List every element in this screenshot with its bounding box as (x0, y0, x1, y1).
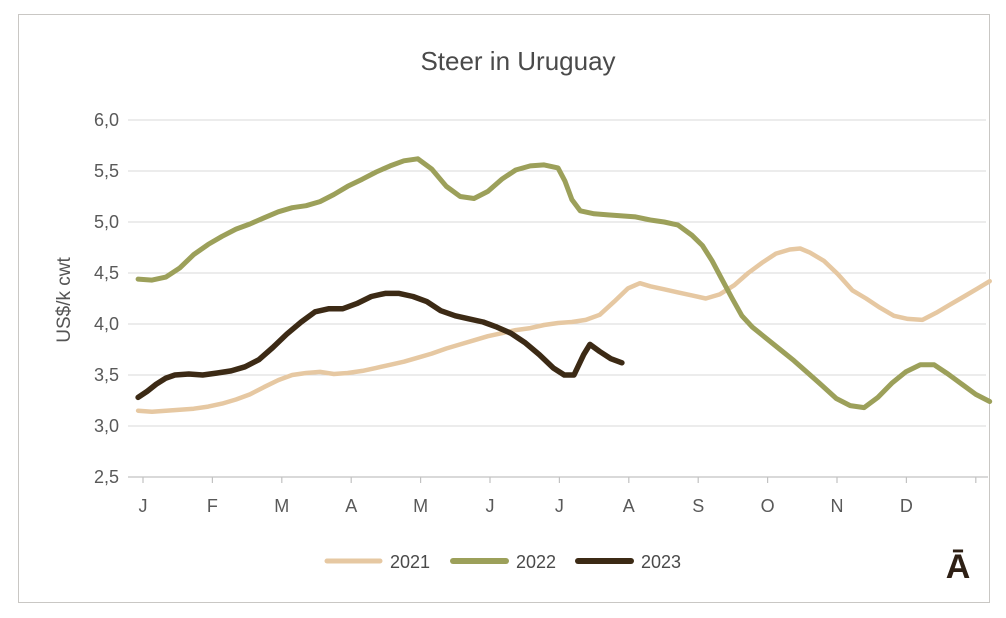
annotation-a-macron: Ā (946, 548, 971, 586)
x-axis (128, 476, 988, 483)
y-tick-label: 3,5 (94, 365, 119, 385)
y-tick-label: 2,5 (94, 467, 119, 487)
legend-label: 2023 (641, 552, 681, 572)
x-tick-label: S (692, 496, 704, 516)
y-tick-label: 5,5 (94, 161, 119, 181)
chart-border (18, 14, 990, 603)
x-tick-label: J (486, 496, 495, 516)
x-tick-label: M (274, 496, 289, 516)
series-line-2023 (135, 290, 625, 401)
y-tick-label: 4,0 (94, 314, 119, 334)
legend: 2021 2022 2023 (324, 552, 681, 572)
legend-item-2021: 2021 (324, 552, 430, 572)
x-tick-label: N (831, 496, 844, 516)
legend-label: 2022 (516, 552, 556, 572)
y-axis-labels: 6,0 5,5 5,0 4,5 4,0 3,5 3,0 2,5 (94, 110, 119, 487)
legend-item-2022: 2022 (450, 552, 556, 572)
y-tick-label: 5,0 (94, 212, 119, 232)
x-tick-label: F (207, 496, 218, 516)
y-tick-label: 3,0 (94, 416, 119, 436)
x-tick-label: D (900, 496, 913, 516)
y-tick-label: 6,0 (94, 110, 119, 130)
series-line-2022 (135, 156, 993, 411)
x-tick-label: J (139, 496, 148, 516)
x-tick-label: A (345, 496, 357, 516)
legend-label: 2021 (390, 552, 430, 572)
legend-item-2023: 2023 (575, 552, 681, 572)
y-axis-title: US$/k cwt (54, 257, 75, 343)
x-tick-label: J (555, 496, 564, 516)
series-line-2021 (135, 246, 992, 414)
data-series (135, 156, 993, 414)
x-tick-label: A (623, 496, 635, 516)
y-tick-label: 4,5 (94, 263, 119, 283)
x-tick-label: O (761, 496, 775, 516)
x-tick-label: M (413, 496, 428, 516)
chart-title: Steer in Uruguay (420, 46, 615, 76)
